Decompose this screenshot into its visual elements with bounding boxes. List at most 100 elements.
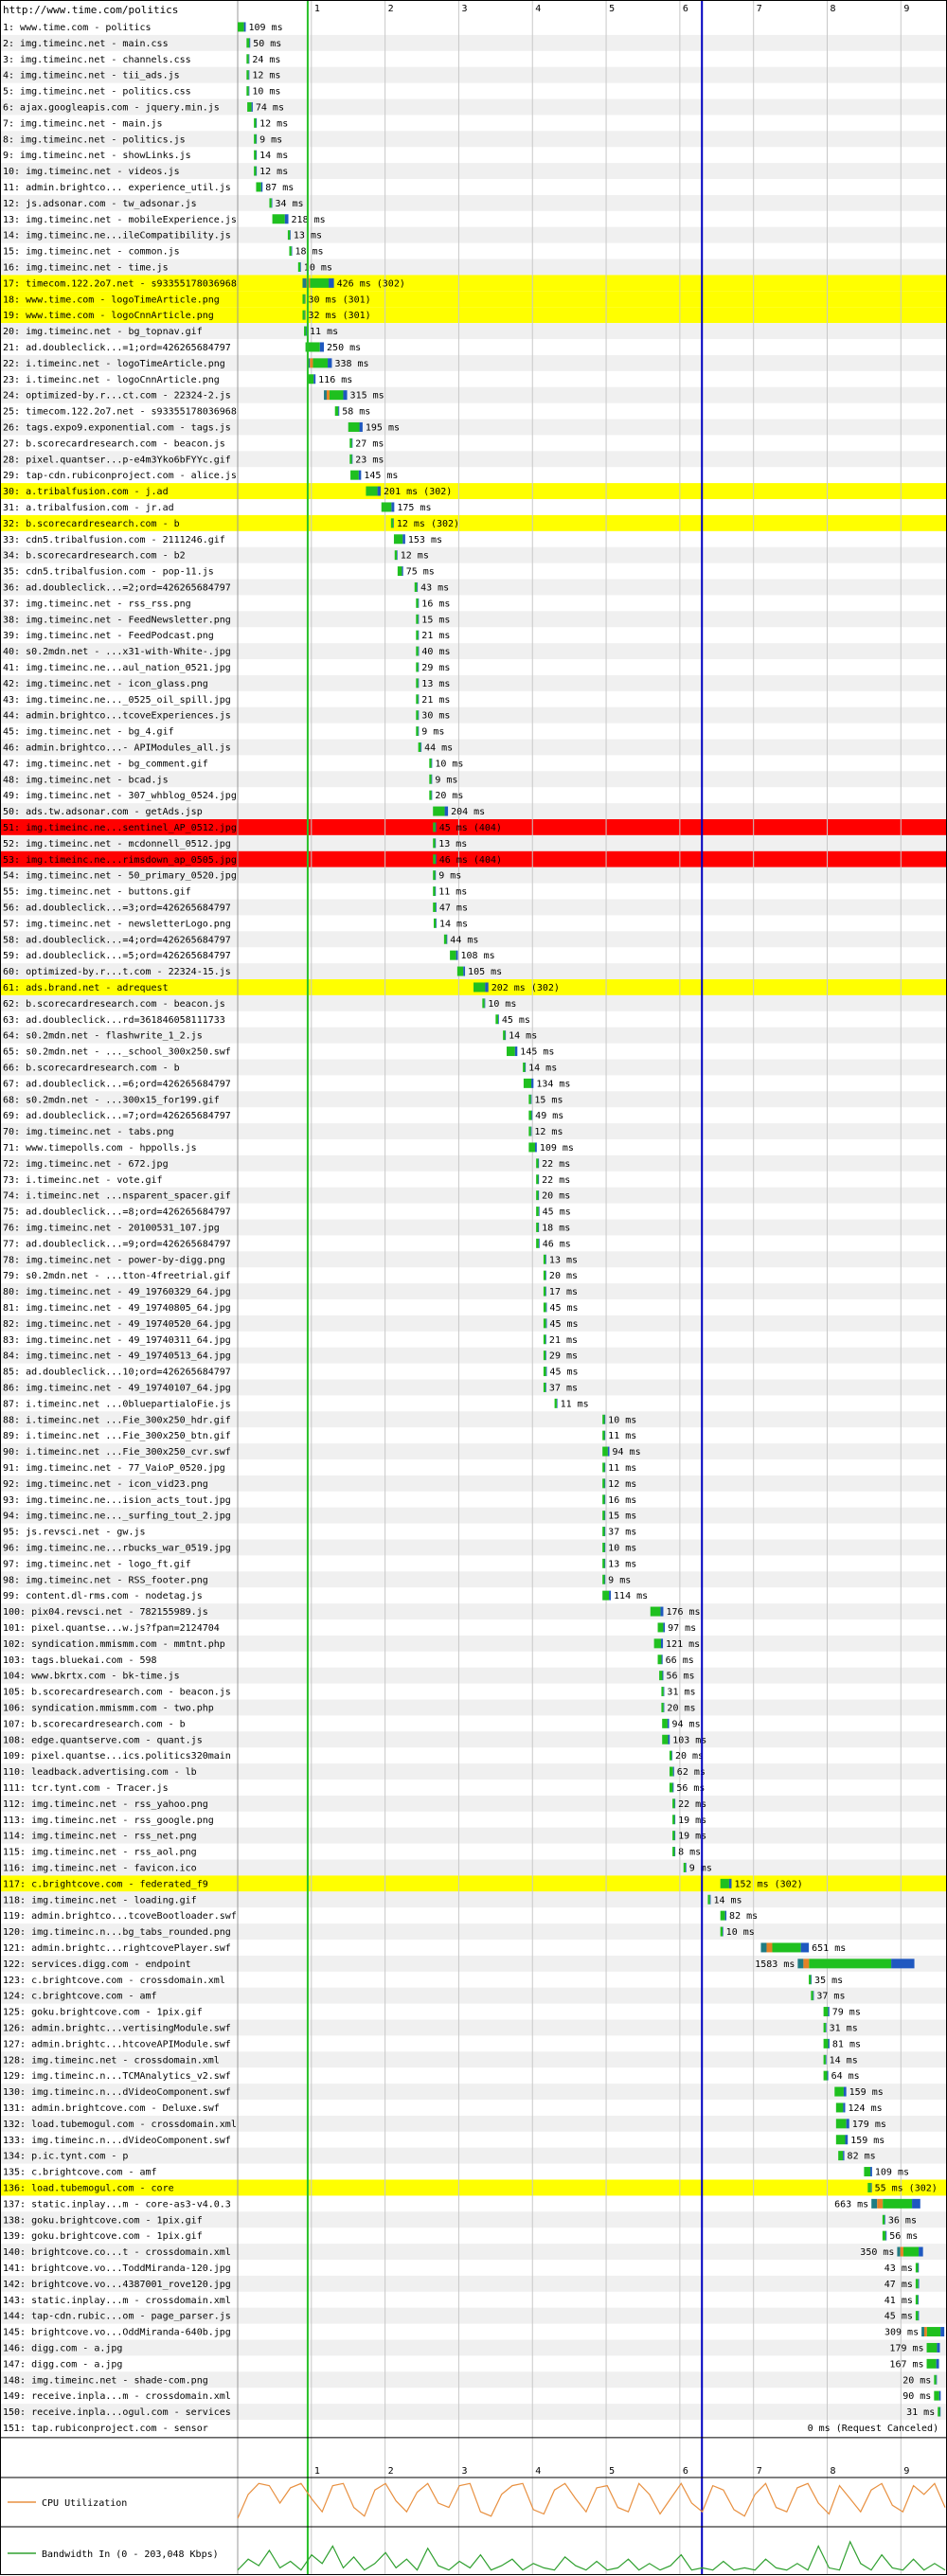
- request-bar-ttfb: [543, 1254, 546, 1264]
- request-label: 60: optimized-by.r...t.com - 22324-15.js: [3, 967, 231, 977]
- row-background: [0, 1667, 947, 1684]
- request-timing-label: 37 ms: [549, 1383, 578, 1393]
- request-timing-label: 13 ms: [438, 839, 467, 850]
- request-timing-label: 75 ms: [406, 567, 435, 578]
- request-label: 83: img.timeinc.net - 49_19740311_64.jpg: [3, 1335, 231, 1346]
- request-bar-ttfb: [602, 1590, 610, 1601]
- request-bar-ttfb: [659, 1671, 663, 1681]
- request-bar-download: [919, 2246, 923, 2257]
- request-bar-download: [674, 1815, 676, 1825]
- row-background: [0, 386, 947, 403]
- row-background: [0, 579, 947, 596]
- request-timing-label: 11 ms: [438, 887, 467, 898]
- request-label: 141: brightcove.vo...ToddMiranda-120.jpg: [3, 2263, 231, 2274]
- request-label: 106: syndication.mmismm.com - two.php: [3, 1703, 214, 1713]
- request-timing-label: 309 ms: [884, 2328, 919, 2338]
- request-bar-ttfb: [536, 1174, 539, 1185]
- request-bar-download: [827, 2070, 829, 2081]
- request-label: 78: img.timeinc.net - power-by-digg.png: [3, 1255, 225, 1265]
- request-timing-label: 49 ms: [535, 1111, 563, 1121]
- request-timing-label: 45 ms: [549, 1319, 578, 1330]
- row-background: [0, 1827, 947, 1844]
- request-timing-label: 45 ms: [502, 1015, 530, 1026]
- request-bar-download: [306, 326, 308, 336]
- request-timing-label: 45 ms: [549, 1368, 578, 1378]
- request-bar-download: [604, 1478, 606, 1489]
- request-label: 43: img.timeinc.ne..._0525_oil_spill.jpg: [3, 695, 231, 706]
- request-bar-ttfb: [272, 214, 285, 224]
- request-bar-ttfb: [416, 694, 419, 705]
- request-label: 115: img.timeinc.net - rss_aol.png: [3, 1848, 197, 1858]
- request-bar-download: [800, 1942, 810, 1953]
- request-label: 62: b.scorecardresearch.com - beacon.js: [3, 999, 225, 1010]
- request-bar-download: [671, 1750, 672, 1761]
- request-timing-label: 56 ms: [666, 1672, 694, 1682]
- request-bar-download: [329, 277, 334, 288]
- request-label: 130: img.timeinc.n...dVideoComponent.swf: [3, 2087, 231, 2098]
- request-timing-label: 1583 ms: [755, 1959, 795, 1970]
- row-background: [0, 483, 947, 499]
- request-timing-label: 12 ms: [534, 1127, 563, 1137]
- row-background: [0, 1027, 947, 1044]
- row-background: [0, 2339, 947, 2356]
- row-background: [0, 2307, 947, 2324]
- request-bar-ttfb: [543, 1334, 546, 1345]
- request-label: 146: digg.com - a.jpg: [3, 2343, 122, 2353]
- request-bar-download: [663, 1687, 665, 1697]
- request-label: 25: timecom.122.2o7.net - s9335517803696…: [3, 407, 237, 418]
- request-label: 47: img.timeinc.net - bg_comment.gif: [3, 759, 208, 769]
- request-bar-download: [667, 1718, 670, 1728]
- request-bar-ttfb: [528, 1094, 531, 1104]
- request-bar-download: [256, 117, 258, 128]
- row-background: [0, 1955, 947, 1972]
- request-bar-ttfb: [254, 150, 257, 160]
- request-bar-ttfb: [602, 1527, 605, 1537]
- request-label: 36: ad.doubleclick...=2;ord=426265684797: [3, 582, 231, 593]
- request-bar-download: [418, 598, 420, 608]
- request-timing-label: 114 ms: [614, 1591, 648, 1601]
- request-bar-ttfb: [414, 581, 418, 592]
- tick-label-top: 3: [461, 4, 467, 14]
- request-bar-download: [825, 2022, 827, 2032]
- request-label: 120: img.timeinc.n...bg_tabs_rounded.png: [3, 1927, 231, 1938]
- request-label: 49: img.timeinc.net - 307_whblog_0524.jp…: [3, 791, 237, 801]
- request-bar-ttfb: [397, 566, 402, 577]
- request-label: 52: img.timeinc.net - mcdonnell_0512.jpg: [3, 839, 231, 850]
- request-timing-label: 108 ms: [461, 951, 495, 961]
- request-bar-download: [251, 101, 253, 112]
- request-bar-download: [485, 982, 489, 993]
- request-bar-ttfb: [934, 2374, 937, 2385]
- request-timing-label: 10 ms: [435, 759, 463, 769]
- request-label: 99: content.dl-rms.com - nodetag.js: [3, 1591, 203, 1601]
- request-label: 6: ajax.googleapis.com - jquery.min.js: [3, 102, 220, 113]
- request-bar-download: [604, 1542, 606, 1552]
- request-label: 63: ad.doubleclick...rd=361846058111733: [3, 1015, 225, 1026]
- request-label: 116: img.timeinc.net - favicon.ico: [3, 1863, 197, 1873]
- row-background: [0, 2084, 947, 2100]
- request-bar-download: [545, 1270, 546, 1280]
- row-background: [0, 1923, 947, 1940]
- request-label: 54: img.timeinc.net - 50_primary_0520.jp…: [3, 871, 237, 882]
- request-bar-download: [660, 1638, 664, 1649]
- request-label: 31: a.tribalfusion.com - jr.ad: [3, 503, 174, 513]
- row-background: [0, 1699, 947, 1716]
- request-timing-label: 31 ms: [830, 2023, 858, 2033]
- request-bar-download: [538, 1174, 540, 1185]
- request-bar-ttfb: [602, 1511, 605, 1521]
- request-bar-ttfb: [661, 1687, 664, 1697]
- request-timing-label: 21 ms: [549, 1335, 578, 1346]
- request-bar-download: [846, 2119, 849, 2129]
- request-label: 12: js.adsonar.com - tw_adsonar.js: [3, 199, 197, 209]
- request-bar-ttfb: [528, 1142, 535, 1153]
- request-bar-download: [256, 134, 258, 144]
- request-bar-ttfb: [835, 2119, 847, 2129]
- request-bar-download: [249, 38, 251, 48]
- request-bar-ttfb: [672, 1847, 675, 1857]
- page-url-label: http://www.time.com/politics: [3, 4, 178, 16]
- request-label: 92: img.timeinc.net - icon_vid23.png: [3, 1479, 208, 1490]
- request-timing-label: 97 ms: [668, 1623, 696, 1634]
- request-timing-label: 10 ms: [488, 999, 516, 1010]
- request-bar-ttfb: [543, 1382, 546, 1392]
- request-label: 90: i.timeinc.net ...Fie_300x250_cvr.swf: [3, 1447, 231, 1458]
- request-bar-ttfb: [433, 918, 437, 928]
